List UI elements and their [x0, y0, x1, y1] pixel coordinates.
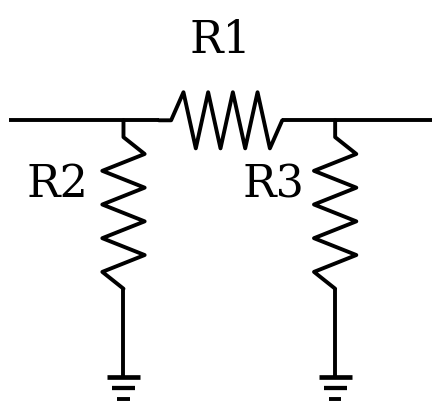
Text: R1: R1	[190, 18, 251, 62]
Text: R3: R3	[243, 163, 304, 206]
Text: R2: R2	[26, 163, 88, 206]
